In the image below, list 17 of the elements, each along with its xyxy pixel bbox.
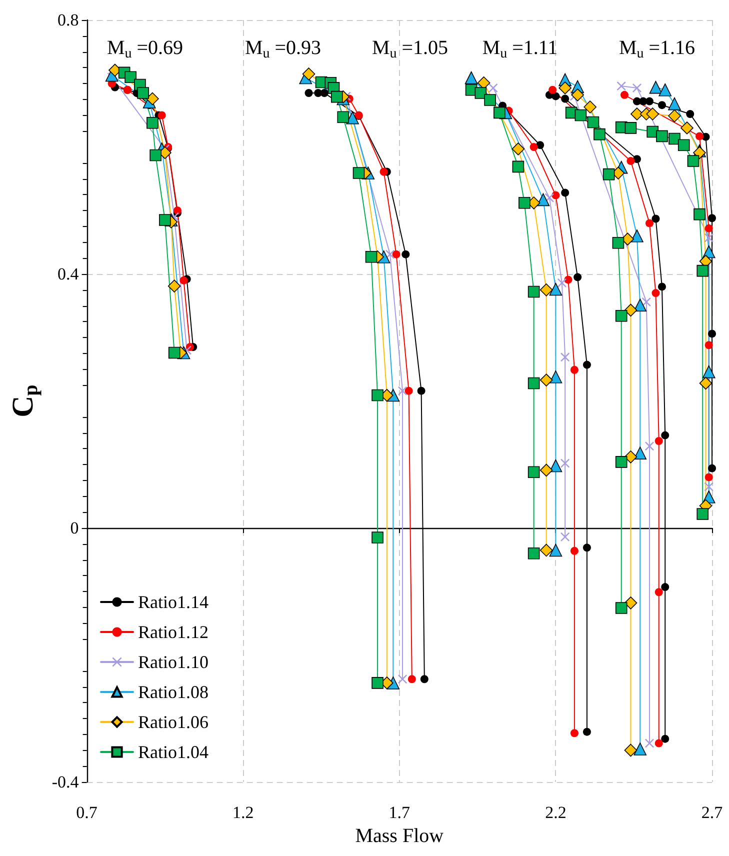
x-axis-title: Mass Flow xyxy=(355,825,444,847)
y-tick-label: 0.4 xyxy=(58,264,80,284)
x-tick-label: 2.2 xyxy=(545,803,566,822)
x-tick-label: 1.7 xyxy=(388,803,411,822)
x-tick-label: 1.2 xyxy=(232,803,254,822)
y-tick-label: 0.8 xyxy=(58,10,79,30)
legend-label: Ratio1.10 xyxy=(138,652,208,672)
y-axis-title: Cp xyxy=(6,384,42,418)
legend-label: Ratio1.08 xyxy=(138,682,208,702)
x-tick-label: 2.7 xyxy=(701,803,724,822)
y-tick-label: -0.4 xyxy=(52,772,80,792)
legend-label: Ratio1.06 xyxy=(138,712,208,732)
legend-label: Ratio1.12 xyxy=(138,622,208,642)
legend-label: Ratio1.14 xyxy=(138,592,208,612)
y-tick-label: 0 xyxy=(70,518,79,538)
legend-label: Ratio1.04 xyxy=(138,742,208,762)
x-tick-label: 0.7 xyxy=(76,803,98,822)
